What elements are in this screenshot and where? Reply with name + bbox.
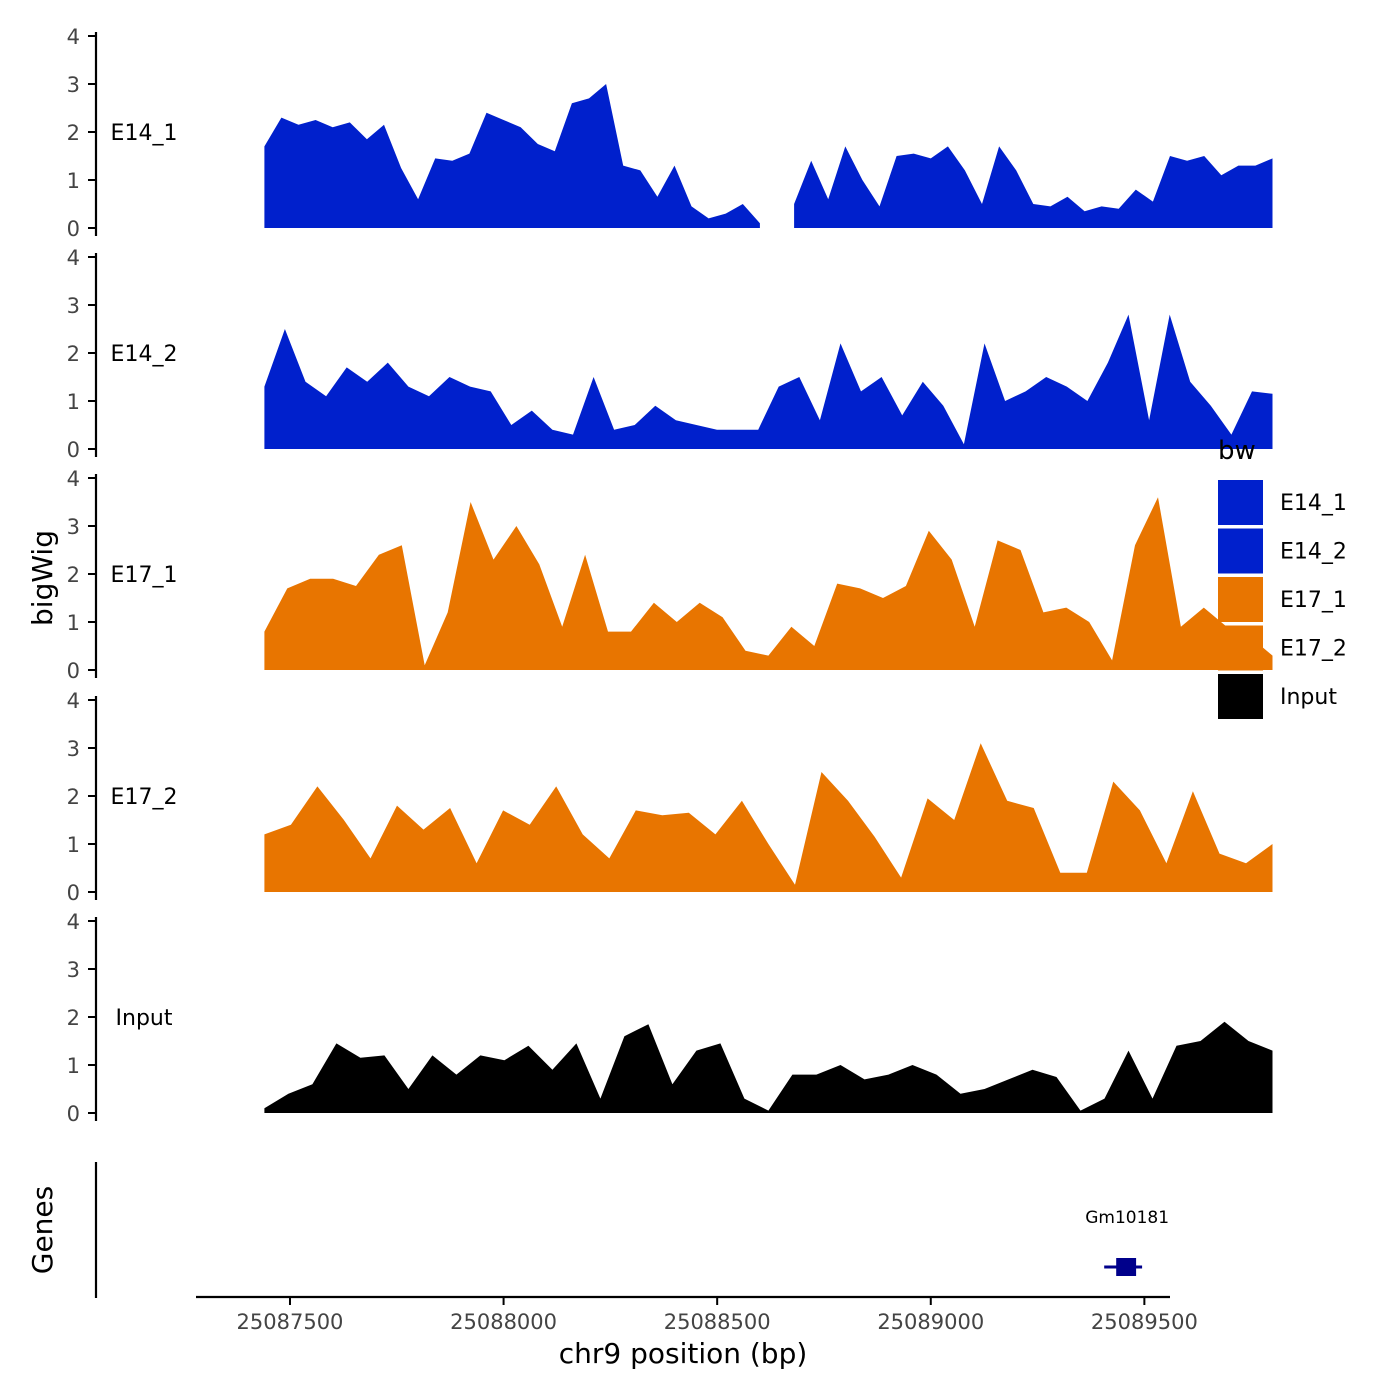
legend-entry-e14-1: E14_1: [1218, 480, 1347, 525]
y-tick-label: 2: [67, 1006, 80, 1030]
x-axis-title: chr9 position (bp): [559, 1337, 808, 1370]
y-tick-label: 1: [67, 390, 80, 414]
y-tick-label: 1: [67, 169, 80, 193]
legend-label: E17_1: [1280, 588, 1347, 613]
y-tick-label: 0: [67, 881, 80, 905]
gene-name: Gm10181: [1085, 1208, 1169, 1228]
track-label: Input: [116, 1006, 173, 1031]
y-tick-label: 4: [67, 25, 80, 49]
y-tick-label: 3: [67, 515, 80, 539]
legend-swatch: [1218, 577, 1263, 622]
area-e14-1: [794, 146, 1273, 228]
track-label: E17_1: [111, 563, 178, 588]
gene-track: Genes Gm10181: [26, 1162, 1169, 1298]
gene-track-label: Genes: [26, 1186, 59, 1274]
legend-title: bw: [1218, 436, 1256, 466]
legend-label: E14_2: [1280, 540, 1347, 565]
area-e14-1: [264, 84, 760, 228]
y-tick-label: 3: [67, 958, 80, 982]
y-tick-label: 1: [67, 833, 80, 857]
track-e17-1: 0 1 2 3 4 E17_1: [67, 467, 1273, 683]
y-tick-label: 4: [67, 246, 80, 270]
x-tick-label: 25088000: [450, 1310, 557, 1334]
y-tick-label: 0: [67, 438, 80, 462]
x-tick-label: 25089000: [877, 1310, 984, 1334]
area-e17-1: [264, 497, 1273, 670]
y-tick-label: 3: [67, 294, 80, 318]
track-label: E17_2: [111, 785, 178, 810]
x-tick-label: 25089500: [1091, 1310, 1198, 1334]
legend-entry-e17-1: E17_1: [1218, 577, 1347, 622]
legend-label: Input: [1280, 685, 1337, 710]
x-tick-label: 25088500: [664, 1310, 771, 1334]
y-tick-label: 0: [67, 1102, 80, 1126]
legend: bw E14_1 E14_2 E17_1 E17_2 Input: [1218, 436, 1347, 719]
gene-exon: [1116, 1258, 1137, 1276]
track-e14-1: 0 1 2 3 4 E14_1: [67, 25, 1273, 241]
y-tick-label: 0: [67, 217, 80, 241]
legend-entry-e17-2: E17_2: [1218, 625, 1347, 671]
legend-swatch: [1218, 674, 1263, 719]
area-e14-2: [264, 314, 1273, 449]
x-tick-label: 25087500: [237, 1310, 344, 1334]
legend-swatch: [1218, 480, 1263, 525]
x-axis: 25087500 25088000 25088500 25089000 25089500: [196, 1295, 1198, 1334]
track-label: E14_2: [111, 342, 178, 367]
tracks-area: 0 1 2 3 4 E14_1 0 1 2 3 4 E14_2 0 1 2 3 4 E17_1 0 1 2 3 4 E17_2…: [67, 25, 1273, 1126]
y-tick-label: 3: [67, 73, 80, 97]
gene-gm10181: Gm10181: [1085, 1208, 1169, 1276]
y-axis-title: bigWig: [26, 530, 59, 626]
y-tick-label: 4: [67, 467, 80, 491]
y-tick-label: 2: [67, 785, 80, 809]
legend-swatch: [1218, 528, 1263, 574]
y-tick-label: 2: [67, 342, 80, 366]
legend-swatch: [1218, 625, 1263, 671]
y-tick-label: 1: [67, 1054, 80, 1078]
y-tick-label: 0: [67, 659, 80, 683]
track-e17-2: 0 1 2 3 4 E17_2: [67, 689, 1273, 905]
y-tick-label: 4: [67, 910, 80, 934]
area-input: [264, 1021, 1273, 1113]
track-label: E14_1: [111, 121, 178, 146]
track-input: 0 1 2 3 4 Input: [67, 910, 1273, 1126]
area-e17-2: [264, 743, 1273, 892]
y-tick-label: 1: [67, 611, 80, 635]
legend-label: E17_2: [1280, 637, 1347, 662]
legend-entry-input: Input: [1218, 674, 1337, 719]
legend-entry-e14-2: E14_2: [1218, 528, 1347, 574]
legend-label: E14_1: [1280, 491, 1347, 516]
y-tick-label: 3: [67, 737, 80, 761]
y-tick-label: 4: [67, 689, 80, 713]
y-tick-label: 2: [67, 121, 80, 145]
y-tick-label: 2: [67, 563, 80, 587]
track-e14-2: 0 1 2 3 4 E14_2: [67, 246, 1273, 462]
